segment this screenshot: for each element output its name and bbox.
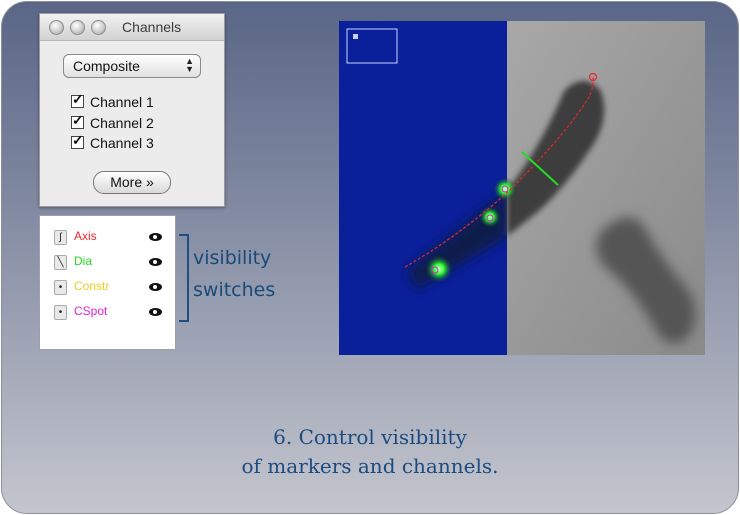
channel-1-label: Channel 1: [90, 94, 154, 110]
checkmark-icon: ✓: [72, 132, 84, 148]
caption-line-2: of markers and channels.: [241, 454, 499, 478]
neighbor-cell: [596, 217, 696, 344]
curve-icon[interactable]: ʃ: [54, 230, 67, 245]
eye-icon[interactable]: [149, 308, 162, 316]
checkbox-box[interactable]: ✓: [71, 132, 84, 149]
axis-endpoint-marker: [588, 72, 598, 82]
eye-icon[interactable]: [149, 283, 162, 291]
window-title: Channels: [122, 19, 182, 35]
marker-row-axis: ʃ Axis: [40, 229, 175, 249]
composite-mode-select[interactable]: Composite ▲ ▼: [63, 54, 201, 78]
overview-position-marker: [353, 34, 358, 39]
diameter-marker-line: [521, 151, 559, 186]
cspot-marker: [431, 266, 439, 274]
checkmark-icon: ✓: [72, 112, 84, 128]
cell-body: [507, 81, 605, 236]
channel-3-checkbox[interactable]: ✓ Channel 3: [71, 132, 154, 151]
cspot-marker: [501, 185, 509, 193]
microscopy-image: [339, 21, 705, 355]
checkmark-icon: ✓: [72, 91, 84, 107]
marker-row-dia: ╲ Dia: [40, 254, 175, 274]
channel-2-checkbox[interactable]: ✓ Channel 2: [71, 112, 154, 131]
fluorescent-spot: [425, 255, 453, 283]
fluorescent-spot: [493, 177, 517, 201]
updown-arrows-icon: ▲ ▼: [185, 56, 194, 74]
line-icon[interactable]: ╲: [54, 255, 67, 270]
marker-row-constr: • Constr: [40, 279, 175, 299]
checkbox-box[interactable]: ✓: [71, 112, 84, 129]
caption-line-1: 6. Control visibility: [273, 425, 467, 449]
channels-window: Channels Composite ▲ ▼ ✓ Channel 1 ✓ Channe…: [39, 13, 225, 207]
cspot-marker: [486, 214, 494, 222]
marker-label: Constr: [74, 279, 110, 293]
checkbox-box[interactable]: ✓: [71, 91, 84, 108]
fluorescence-channel: [339, 21, 507, 355]
axis-marker-curve: [404, 76, 594, 268]
window-titlebar: Channels: [40, 14, 224, 41]
zoom-window-button[interactable]: [91, 20, 106, 35]
marker-label: Dia: [74, 254, 93, 268]
visibility-annotation-line1: visibility: [193, 247, 272, 269]
channel-1-checkbox[interactable]: ✓ Channel 1: [71, 91, 154, 110]
channel-3-label: Channel 3: [90, 135, 154, 151]
dot-icon[interactable]: •: [54, 280, 67, 295]
markers-panel: ʃ Axis ╲ Dia • Constr • CSpot: [39, 215, 176, 350]
eye-icon[interactable]: [149, 233, 162, 241]
visibility-annotation-line2: switches: [193, 279, 276, 301]
marker-label: Axis: [74, 229, 97, 243]
close-window-button[interactable]: [49, 20, 64, 35]
marker-row-cspot: • CSpot: [40, 304, 175, 324]
more-button[interactable]: More »: [93, 171, 171, 194]
minimize-window-button[interactable]: [70, 20, 85, 35]
dot-icon[interactable]: •: [54, 305, 67, 320]
channel-2-label: Channel 2: [90, 115, 154, 131]
overview-inset[interactable]: [346, 28, 398, 64]
eye-icon[interactable]: [149, 258, 162, 266]
select-value: Composite: [73, 58, 140, 74]
bracket-annotation: [179, 234, 189, 322]
marker-label: CSpot: [74, 304, 108, 318]
fluorescent-spot: [479, 206, 501, 228]
